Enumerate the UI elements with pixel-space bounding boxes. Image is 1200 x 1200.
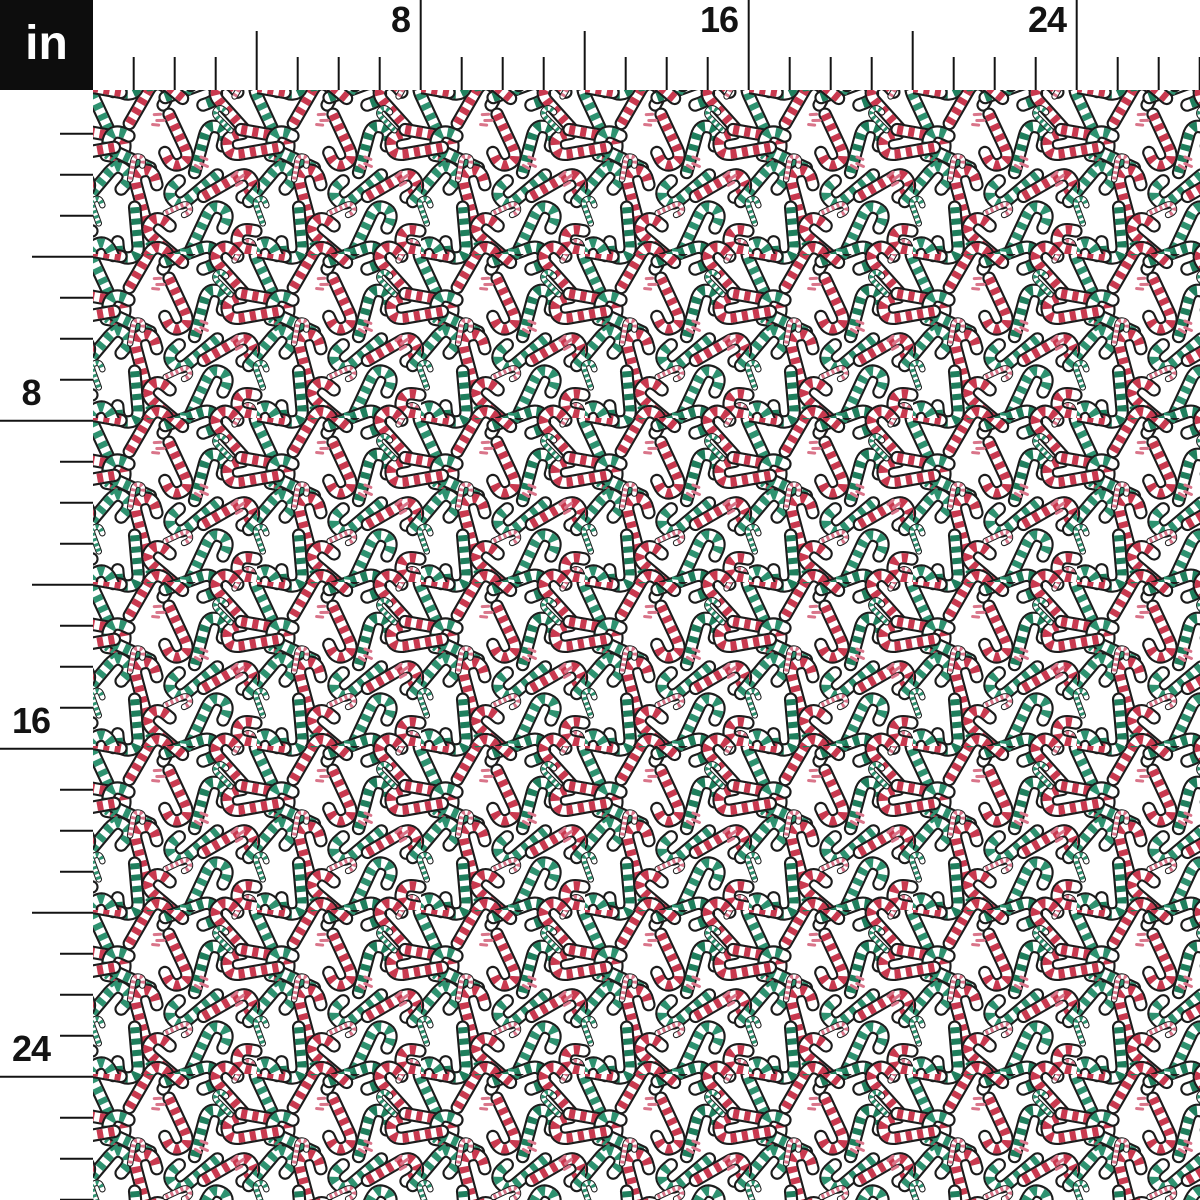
top-ruler-label-16: 16 xyxy=(699,0,739,40)
vertical-tick-marks xyxy=(0,132,93,1200)
top-ruler-label-24: 24 xyxy=(1027,0,1067,40)
left-ruler-label-8: 8 xyxy=(21,372,41,413)
horizontal-ruler xyxy=(132,0,1200,90)
left-ruler-label-24: 24 xyxy=(11,1028,51,1069)
vertical-ruler xyxy=(0,132,93,1200)
left-ruler-label-16: 16 xyxy=(11,700,51,741)
candy-cane-pattern-swatch xyxy=(93,90,1200,1200)
top-ruler-label-8: 8 xyxy=(390,0,411,40)
unit-box: in xyxy=(0,0,93,90)
horizontal-tick-marks xyxy=(132,0,1200,90)
swatch-pattern-fill xyxy=(93,90,1200,1200)
unit-label: in xyxy=(25,17,68,70)
